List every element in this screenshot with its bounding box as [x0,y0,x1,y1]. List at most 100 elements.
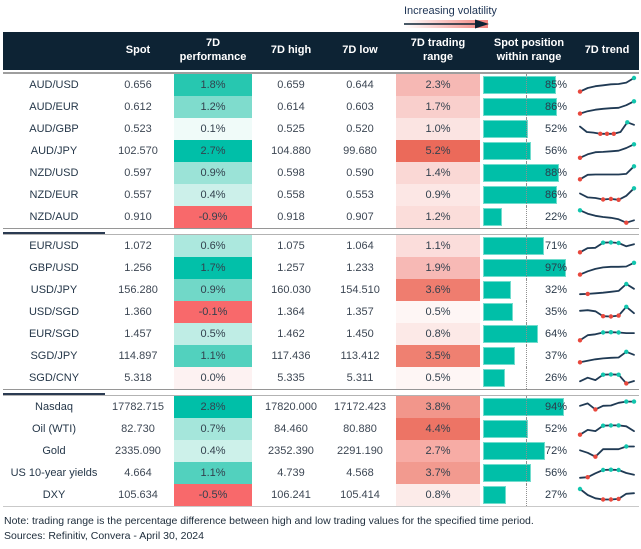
position-label: 52% [544,123,567,135]
position-bar [483,420,528,438]
market-snapshot-table: Spot 7D performance 7D high 7D low 7D tradin… [3,32,639,509]
low-value: 2291.190 [337,445,383,457]
high-value: 160.030 [271,284,311,296]
position-bar [483,259,567,277]
high-value: 104.880 [271,145,311,157]
trend-sparkline [575,323,639,345]
volatility-legend: Increasing volatility [404,5,524,29]
high-value: 4.739 [277,467,305,479]
high-value: 2352.390 [268,445,314,457]
spot-value: 0.910 [124,211,152,223]
low-value: 0.590 [346,167,374,179]
range-midpoint-line [526,279,527,301]
block-separator [3,389,639,396]
range-midpoint-line [526,162,527,184]
range-midpoint-line [526,140,527,162]
position-track: 37% [483,345,569,367]
position-label: 27% [544,489,567,501]
instrument-label: USD/JPY [30,284,78,296]
trend-sparkline [575,440,639,462]
position-cell: 56% [483,462,575,484]
performance-cell: -0.5% [174,484,252,506]
trading-range-cell: 0.9% [396,184,480,206]
position-label: 37% [544,350,567,362]
spot-value: 0.612 [124,101,152,113]
position-label: 86% [544,189,567,201]
trend-sparkline [575,235,639,257]
position-label: 32% [544,284,567,296]
range-midpoint-line [526,74,527,96]
trading-range-cell: 3.7% [396,462,480,484]
trend-sparkline [575,396,639,418]
low-value: 17172.423 [334,401,386,413]
performance-cell: 0.6% [174,235,252,257]
trend-sparkline [575,279,639,301]
low-value: 105.414 [340,489,380,501]
high-value: 0.614 [277,101,305,113]
position-label: 56% [544,467,567,479]
position-bar [483,347,515,365]
range-midpoint-line [526,96,527,118]
high-value: 1.257 [277,262,305,274]
trend-sparkline [575,206,639,228]
instrument-label: NZD/USD [29,167,79,179]
header-divider [3,70,639,74]
performance-cell: 1.1% [174,345,252,367]
position-track: 52% [483,418,569,440]
spot-value: 0.557 [124,189,152,201]
spot-value: 1.457 [124,328,152,340]
range-midpoint-line [526,440,527,462]
low-value: 154.510 [340,284,380,296]
position-label: 71% [544,240,567,252]
instrument-label: GBP/USD [29,262,79,274]
position-cell: 27% [483,484,575,506]
trading-range-cell: 0.5% [396,367,480,389]
low-value: 5.311 [346,372,374,384]
spot-value: 2335.090 [115,445,161,457]
column-header: 7D trading range [393,32,483,70]
position-label: 72% [544,445,567,457]
trading-range-cell: 2.3% [396,74,480,96]
position-track: 71% [483,235,569,257]
trading-range-cell: 1.2% [396,206,480,228]
position-label: 94% [544,401,567,413]
trading-range-cell: 0.8% [396,484,480,506]
column-header: Spot position within range [483,32,575,70]
instrument-label: Nasdaq [35,401,73,413]
range-midpoint-line [526,462,527,484]
low-value: 80.880 [343,423,377,435]
performance-cell: 2.7% [174,140,252,162]
performance-cell: 0.9% [174,279,252,301]
trend-sparkline [575,118,639,140]
position-bar [483,486,507,504]
range-midpoint-line [526,206,527,228]
range-midpoint-line [526,184,527,206]
instrument-label: SGD/JPY [30,350,78,362]
trend-sparkline [575,184,639,206]
instrument-label: SGD/CNY [28,372,80,384]
low-value: 1.450 [346,328,374,340]
column-header: 7D performance [171,32,255,70]
position-label: 35% [544,306,567,318]
spot-value: 114.897 [118,350,158,362]
position-label: 64% [544,328,567,340]
trend-sparkline [575,140,639,162]
position-bar [483,369,506,387]
position-track: 88% [483,162,569,184]
position-cell: 35% [483,301,575,323]
volatility-gradient-arrow-icon [404,19,490,29]
position-cell: 94% [483,396,575,418]
position-label: 52% [544,423,567,435]
trend-sparkline [575,74,639,96]
fx-market-report: Increasing volatility Spot 7D performance… [0,5,641,549]
high-value: 5.335 [277,372,305,384]
spot-value: 0.656 [124,79,152,91]
trading-range-cell: 1.1% [396,235,480,257]
position-cell: 37% [483,345,575,367]
instrument-label: Oil (WTI) [32,423,76,435]
low-value: 4.568 [346,467,374,479]
instrument-label: USD/SGD [28,306,80,318]
spot-value: 4.664 [124,467,152,479]
footnote: Note: trading range is the percentage di… [4,515,534,527]
trading-range-cell: 3.8% [396,396,480,418]
